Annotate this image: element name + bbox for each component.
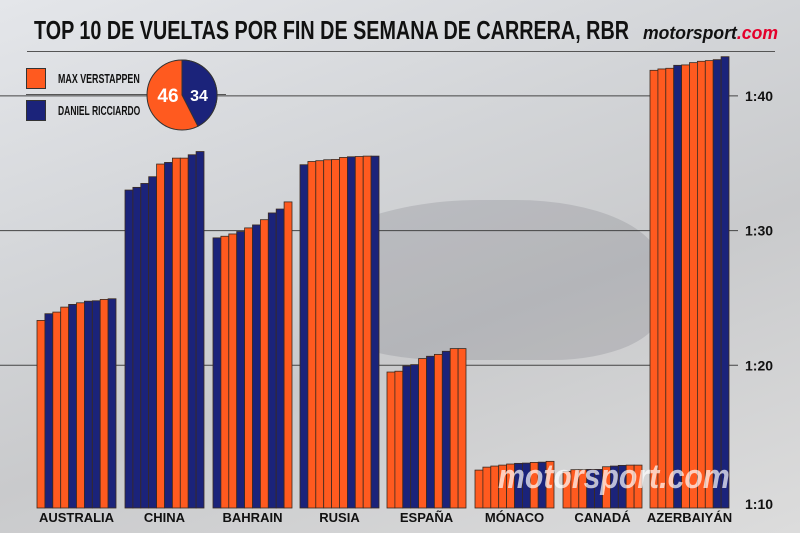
bar-bahrain-3 bbox=[228, 233, 238, 509]
bar-bahrain-10 bbox=[283, 201, 293, 509]
bar-australia-7 bbox=[84, 300, 93, 509]
bar-bahrain-1 bbox=[212, 237, 222, 509]
bar-rusia-4 bbox=[323, 159, 333, 509]
bar-australia-4 bbox=[60, 306, 70, 509]
bar-azerbaiyán-4 bbox=[673, 64, 683, 509]
bar-españa-7 bbox=[433, 353, 443, 509]
bar-australia-5 bbox=[68, 304, 77, 509]
x-tick-label: CANADÁ bbox=[574, 510, 631, 525]
bar-azerbaiyán-9 bbox=[712, 59, 722, 509]
bar-rusia-6 bbox=[339, 157, 348, 509]
bar-azerbaiyán-10 bbox=[720, 56, 730, 509]
bar-mónaco-1 bbox=[474, 469, 484, 509]
x-tick-label: RUSIA bbox=[319, 510, 360, 525]
bar-rusia-2 bbox=[307, 161, 317, 509]
bar-australia-2 bbox=[44, 313, 54, 509]
bar-china-1 bbox=[124, 189, 134, 509]
bar-rusia-3 bbox=[315, 160, 325, 509]
bar-azerbaiyán-8 bbox=[704, 60, 714, 509]
logo-text: motorsport bbox=[643, 23, 737, 43]
bar-españa-4 bbox=[410, 364, 420, 509]
legend-item-ricciardo: DANIEL RICCIARDO bbox=[26, 100, 183, 121]
bar-rusia-10 bbox=[370, 155, 380, 509]
x-tick-label: BAHRAIN bbox=[223, 510, 283, 525]
bar-españa-5 bbox=[418, 358, 427, 509]
bar-bahrain-8 bbox=[267, 212, 277, 509]
bar-mónaco-2 bbox=[482, 466, 492, 509]
bar-bahrain-2 bbox=[220, 235, 230, 509]
bar-bahrain-4 bbox=[236, 231, 245, 509]
legend-item-verstappen: MAX VERSTAPPEN bbox=[26, 68, 178, 89]
bar-españa-2 bbox=[394, 370, 404, 509]
bar-españa-8 bbox=[441, 350, 451, 509]
bar-china-10 bbox=[195, 151, 205, 509]
y-tick-label: 1:40 bbox=[745, 88, 773, 104]
bar-china-2 bbox=[132, 186, 142, 509]
bar-azerbaiyán-1 bbox=[649, 69, 659, 509]
bar-bahrain-7 bbox=[259, 219, 269, 509]
watermark: motorsport.com bbox=[498, 458, 730, 496]
pie-label-ricciardo: 34 bbox=[190, 88, 208, 105]
legend-label-verstappen: MAX VERSTAPPEN bbox=[58, 70, 140, 86]
bar-china-8 bbox=[179, 157, 189, 509]
bar-australia-9 bbox=[99, 299, 109, 509]
pie-label-verstappen: 46 bbox=[157, 86, 178, 107]
bar-australia-10 bbox=[107, 298, 117, 509]
bar-bahrain-6 bbox=[252, 224, 261, 509]
bar-rusia-5 bbox=[331, 159, 340, 509]
bar-australia-6 bbox=[76, 302, 85, 509]
legend-swatch-verstappen bbox=[26, 68, 46, 89]
legend-label-ricciardo: DANIEL RICCIARDO bbox=[58, 102, 141, 118]
y-tick-label: 1:10 bbox=[745, 496, 773, 512]
bar-china-7 bbox=[171, 157, 181, 509]
bar-australia-1 bbox=[36, 320, 46, 509]
bar-azerbaiyán-2 bbox=[657, 68, 667, 509]
x-tick-label: AUSTRALIA bbox=[39, 510, 115, 525]
title-divider bbox=[27, 51, 775, 52]
bar-españa-9 bbox=[449, 348, 459, 509]
bar-china-9 bbox=[187, 154, 197, 509]
bar-mónaco-10 bbox=[545, 460, 555, 509]
bar-china-3 bbox=[140, 183, 150, 509]
y-tick-label: 1:30 bbox=[745, 223, 773, 239]
bar-bahrain-5 bbox=[244, 227, 253, 509]
bar-españa-10 bbox=[457, 348, 467, 509]
legend-divider bbox=[26, 94, 226, 95]
bar-china-4 bbox=[148, 176, 157, 509]
bar-azerbaiyán-5 bbox=[681, 64, 690, 509]
logo-suffix: .com bbox=[736, 23, 779, 43]
bar-australia-3 bbox=[52, 311, 62, 509]
bar-canadá-10 bbox=[633, 464, 643, 509]
bar-rusia-1 bbox=[299, 164, 309, 509]
bar-australia-8 bbox=[91, 300, 101, 509]
bar-españa-3 bbox=[402, 365, 412, 509]
legend-swatch-ricciardo bbox=[26, 100, 46, 121]
bar-china-6 bbox=[164, 162, 173, 509]
x-tick-label: MÓNACO bbox=[485, 510, 544, 525]
bar-españa-1 bbox=[386, 371, 396, 509]
bar-bahrain-9 bbox=[275, 208, 285, 509]
bar-rusia-8 bbox=[354, 156, 364, 509]
chart-title: TOP 10 DE VUELTAS POR FIN DE SEMANA DE C… bbox=[34, 15, 629, 45]
bar-rusia-9 bbox=[362, 155, 372, 509]
x-tick-label: CHINA bbox=[144, 510, 186, 525]
bar-rusia-7 bbox=[346, 156, 356, 509]
bar-españa-6 bbox=[426, 355, 435, 509]
bar-china-5 bbox=[156, 163, 165, 509]
motorsport-logo: motorsport.com bbox=[643, 22, 778, 44]
bar-azerbaiyán-6 bbox=[689, 62, 698, 509]
y-tick-label: 1:20 bbox=[745, 357, 773, 373]
bar-azerbaiyán-3 bbox=[665, 67, 675, 509]
bar-azerbaiyán-7 bbox=[697, 60, 706, 509]
x-tick-label: AZERBAIYÁN bbox=[647, 510, 732, 525]
x-tick-label: ESPAÑA bbox=[400, 510, 454, 525]
pie-slice-ricciardo bbox=[181, 59, 218, 127]
